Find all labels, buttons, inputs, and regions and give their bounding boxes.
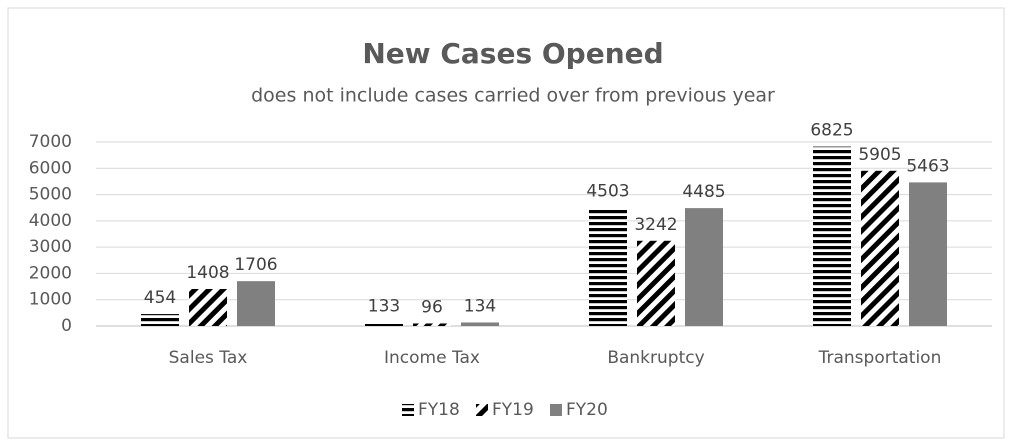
chart-subtitle: does not include cases carried over from… xyxy=(251,85,775,107)
legend-label: FY18 xyxy=(418,400,460,420)
bar xyxy=(685,208,723,326)
data-label: 3242 xyxy=(634,215,677,235)
chart-title: New Cases Opened xyxy=(362,37,663,70)
legend-swatch xyxy=(476,404,488,416)
y-tick-label: 2000 xyxy=(29,263,72,283)
bar xyxy=(141,314,179,326)
data-label: 1408 xyxy=(186,263,229,283)
chart-border xyxy=(7,7,1005,439)
bar xyxy=(909,182,947,326)
legend-label: FY20 xyxy=(566,400,608,420)
y-tick-label: 7000 xyxy=(29,132,72,152)
bar xyxy=(413,323,451,326)
x-tick-label: Sales Tax xyxy=(169,348,248,368)
data-label: 133 xyxy=(368,297,400,317)
bar xyxy=(237,281,275,326)
y-tick-label: 0 xyxy=(61,316,72,336)
y-tick-label: 1000 xyxy=(29,290,72,310)
bar xyxy=(461,322,499,326)
data-label: 1706 xyxy=(234,255,277,275)
bar xyxy=(189,288,227,326)
bar xyxy=(637,240,675,326)
data-label: 454 xyxy=(144,288,176,308)
bar xyxy=(365,322,403,326)
legend-label: FY19 xyxy=(492,400,534,420)
x-tick-label: Bankruptcy xyxy=(607,348,704,368)
data-label: 6825 xyxy=(810,121,853,141)
bar xyxy=(589,207,627,326)
data-label: 5463 xyxy=(906,156,949,176)
legend-swatch xyxy=(550,404,562,416)
y-tick-label: 6000 xyxy=(29,158,72,178)
y-tick-label: 4000 xyxy=(29,211,72,231)
y-tick-label: 5000 xyxy=(29,185,72,205)
y-tick-label: 3000 xyxy=(29,237,72,257)
legend-swatch xyxy=(402,404,414,416)
bar xyxy=(813,146,851,326)
bar xyxy=(861,170,899,326)
x-tick-label: Income Tax xyxy=(384,348,480,368)
data-label: 134 xyxy=(464,296,496,316)
data-label: 4485 xyxy=(682,182,725,202)
x-tick-label: Transportation xyxy=(818,348,942,368)
data-label: 96 xyxy=(421,297,443,317)
data-label: 4503 xyxy=(586,182,629,202)
data-label: 5905 xyxy=(858,145,901,165)
